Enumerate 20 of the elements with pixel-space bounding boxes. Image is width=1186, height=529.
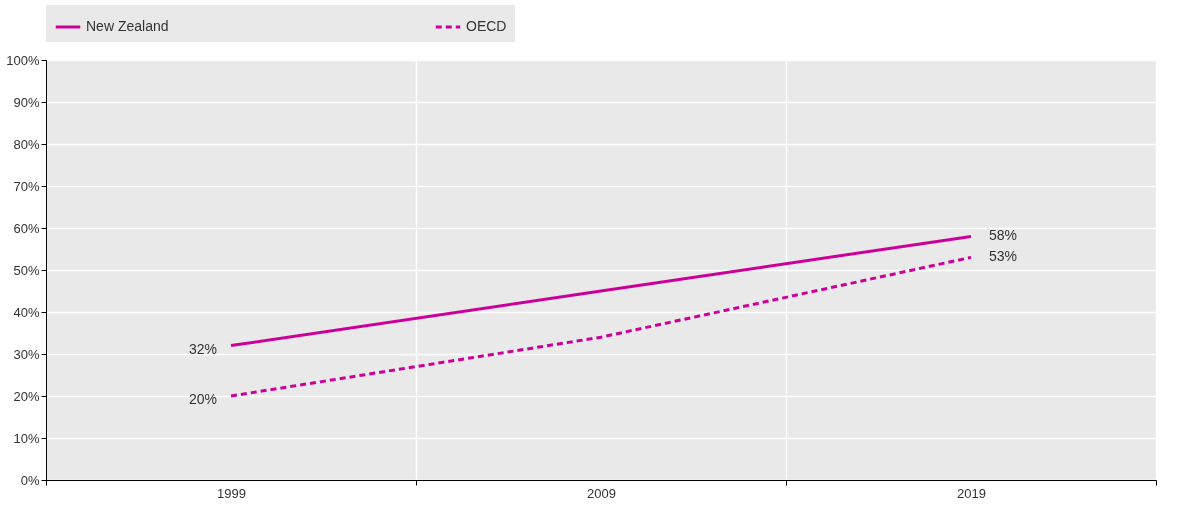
y-tick-label: 50% [13,262,40,278]
y-tick-label: 90% [13,94,40,110]
x-tick-label: 2009 [587,485,616,501]
x-tick-label: 2019 [957,485,986,501]
legend-label: OECD [466,18,507,34]
y-tick-label: 20% [13,388,40,404]
y-tick-label: 70% [13,178,40,194]
y-tick-label: 0% [20,472,40,488]
data-label: 20% [188,391,217,407]
legend-label: New Zealand [86,18,169,34]
data-label: 53% [989,248,1018,265]
y-tick-label: 80% [13,136,40,152]
data-label: 32% [188,340,217,357]
data-label: 58% [989,227,1018,244]
x-tick-label: 1999 [217,485,246,501]
y-tick-label: 30% [13,346,40,362]
y-tick-label: 60% [13,220,40,236]
y-tick-label: 40% [13,304,40,320]
y-tick-label: 100% [6,52,40,68]
y-tick-label: 10% [13,430,40,446]
